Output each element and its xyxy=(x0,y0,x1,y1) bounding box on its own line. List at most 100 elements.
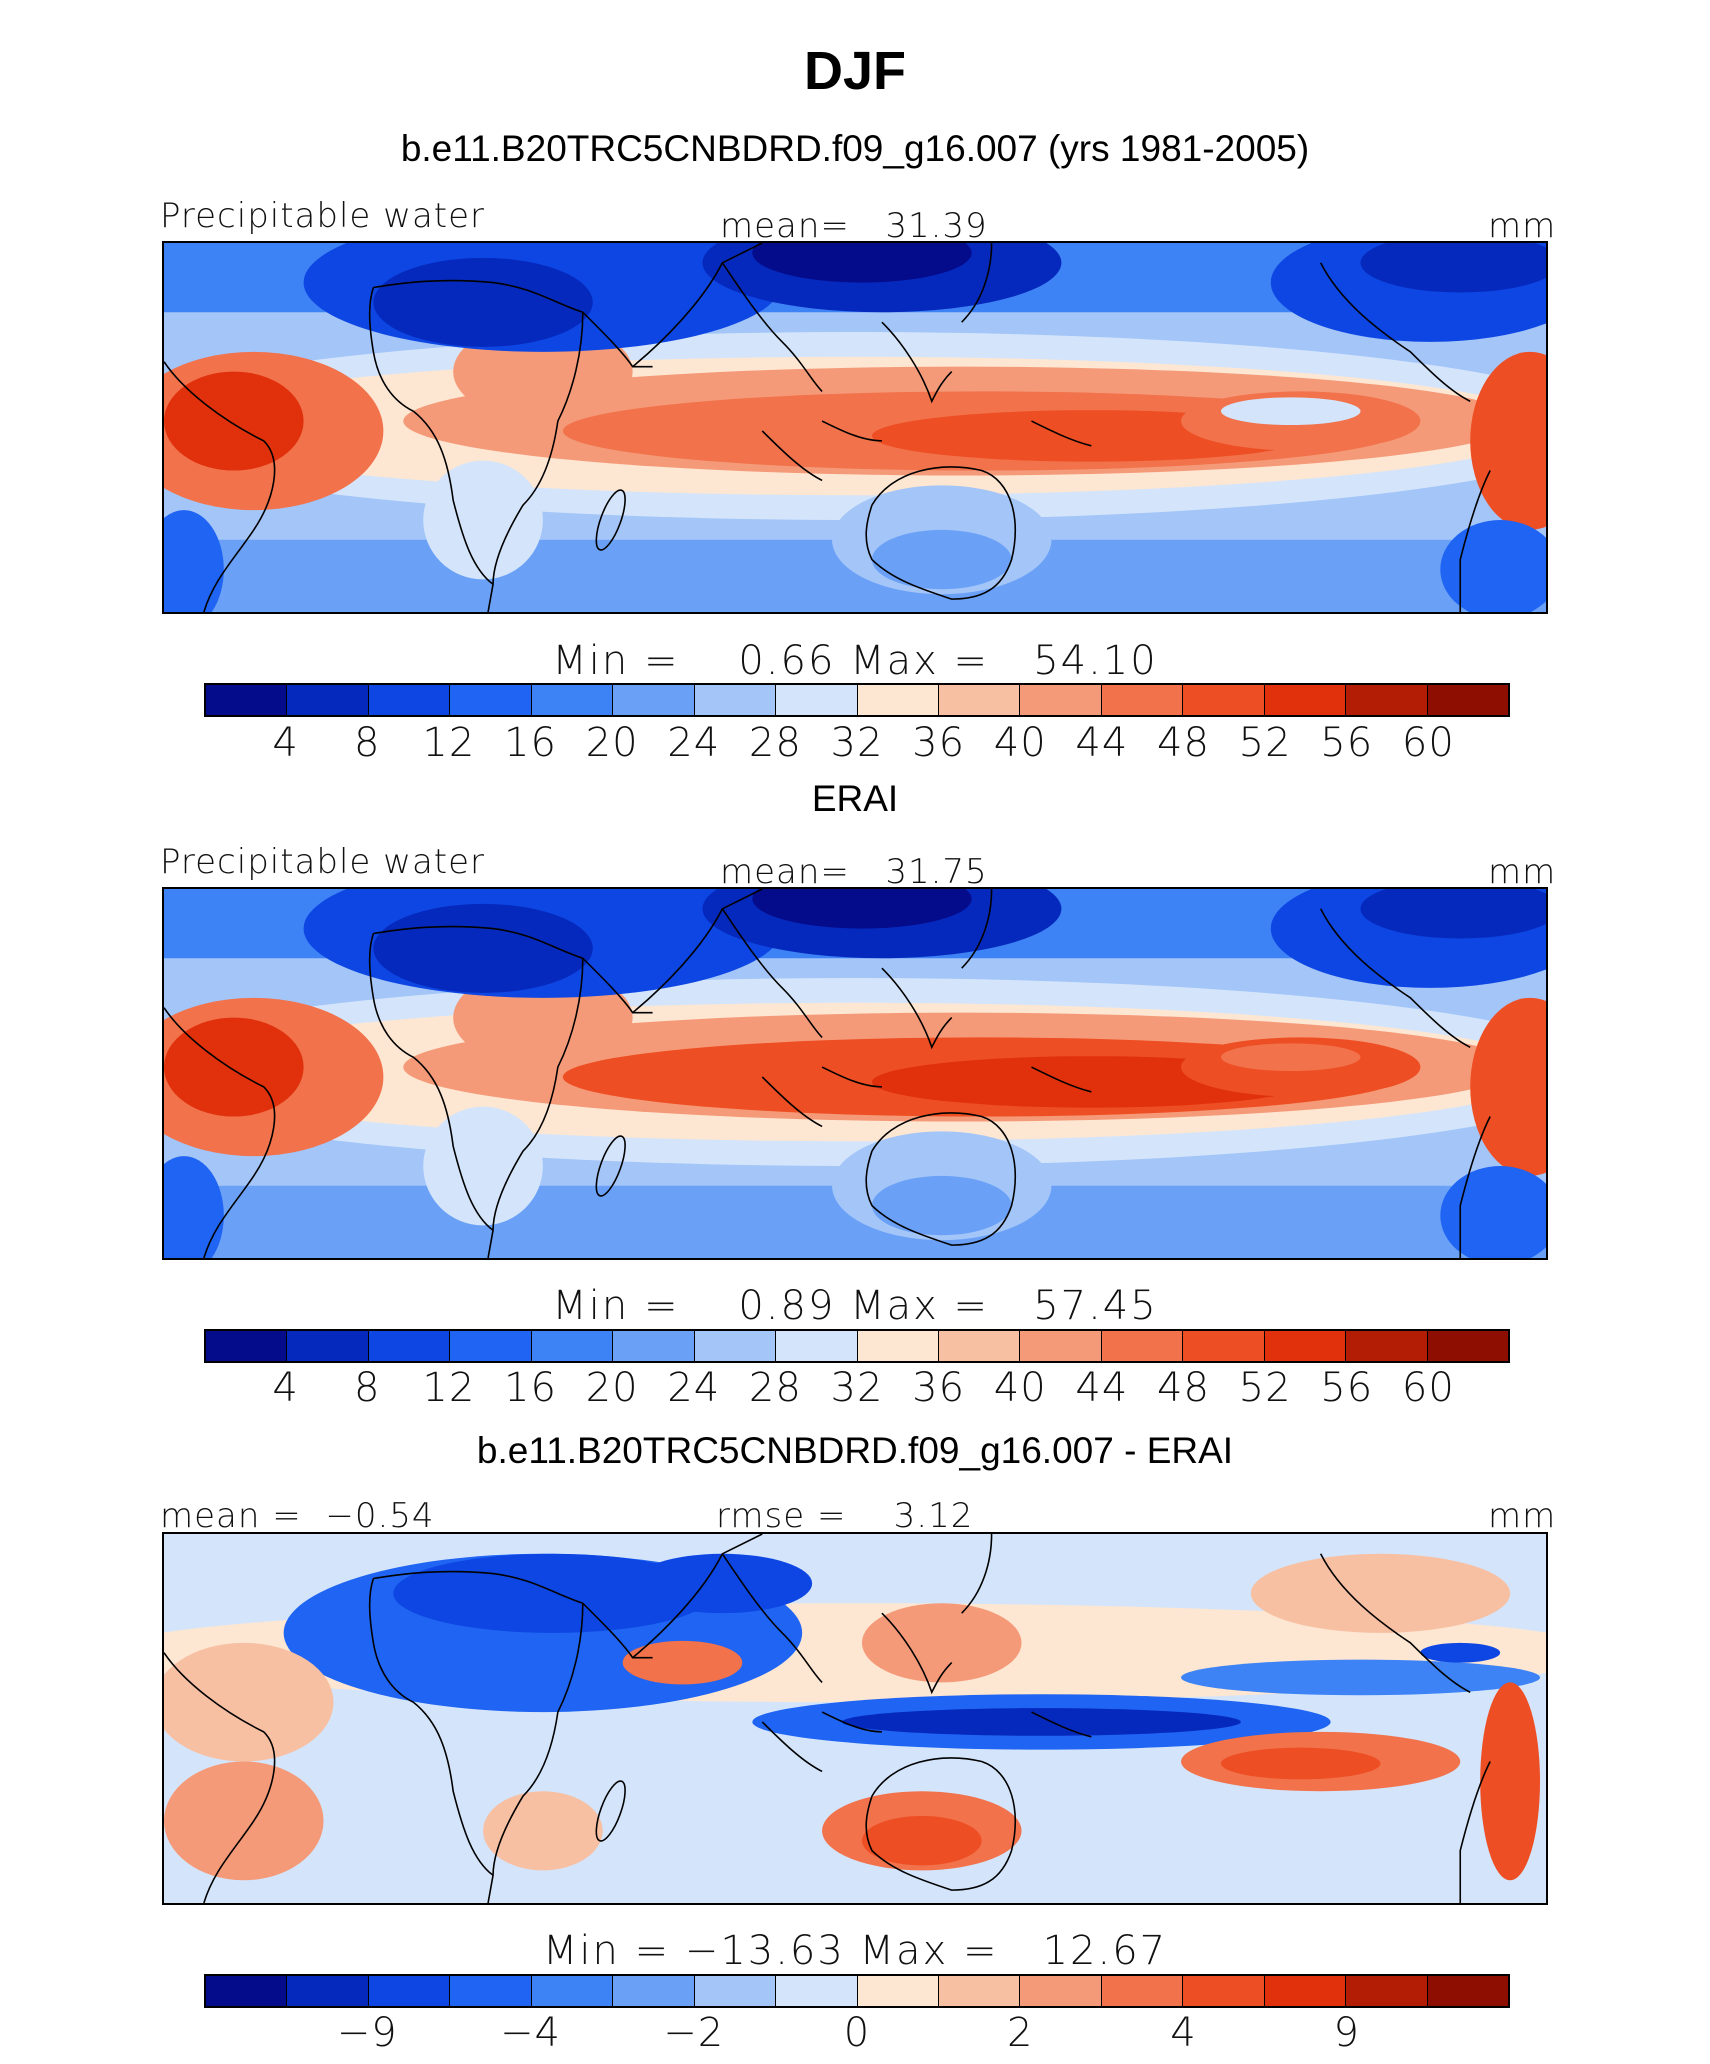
colorbar-swatch xyxy=(1101,685,1184,715)
colorbar-swatch xyxy=(776,1976,858,2006)
contour-region xyxy=(1440,1166,1546,1258)
coastline xyxy=(721,908,823,1038)
contour-region xyxy=(752,243,972,283)
panel-1-colorbar-ticks: 4 8 12 16 20 24 28 32 36 40 44 48 52 56 60 xyxy=(204,720,1510,770)
coastline xyxy=(761,1721,823,1773)
contour-region xyxy=(871,529,1012,590)
colorbar-tick-label: 4 xyxy=(272,720,299,766)
colorbar-swatch xyxy=(694,1331,777,1361)
contour-region xyxy=(483,1791,603,1871)
coastline xyxy=(821,1711,882,1733)
panel-2-min-max: Min = 0.89 Max = 57.45 xyxy=(552,1283,1158,1329)
colorbar-swatch xyxy=(776,1331,858,1361)
colorbar-tick-label: 60 xyxy=(1401,720,1455,766)
coastline xyxy=(595,1135,626,1197)
colorbar-tick-label: 2 xyxy=(1007,2010,1034,2056)
contour-region xyxy=(373,257,593,347)
colorbar-tick-label: −9 xyxy=(336,2010,398,2056)
coastline xyxy=(865,466,1017,600)
colorbar-swatch xyxy=(531,685,614,715)
colorbar-tick-label: 8 xyxy=(354,1365,381,1411)
colorbar-swatch xyxy=(531,1331,614,1361)
panel-1-map xyxy=(162,241,1548,614)
coastline xyxy=(632,243,763,368)
colorbar-swatch xyxy=(206,685,288,715)
coastline xyxy=(164,1652,276,1903)
coastline xyxy=(1031,420,1092,447)
colorbar-tick-label: 24 xyxy=(667,1365,721,1411)
panel-3-colorbar xyxy=(204,1974,1510,2008)
colorbar-swatch xyxy=(368,1331,451,1361)
colorbar-tick-label: 48 xyxy=(1157,720,1210,766)
colorbar-tick-label: 12 xyxy=(422,1365,476,1411)
colorbar-swatch xyxy=(1020,1976,1102,2006)
colorbar-tick-label: 9 xyxy=(1333,2010,1360,2056)
contour-region xyxy=(164,1761,324,1881)
contour-region xyxy=(164,510,224,612)
colorbar-swatch xyxy=(857,685,939,715)
coastline xyxy=(881,1612,953,1695)
contour-region xyxy=(622,1640,743,1685)
colorbar-swatch xyxy=(1020,685,1102,715)
coastline xyxy=(721,262,823,392)
colorbar-swatch xyxy=(938,685,1021,715)
colorbar-swatch xyxy=(368,1976,451,2006)
colorbar-swatch xyxy=(1427,685,1508,715)
coastline xyxy=(373,1570,584,1903)
coastline xyxy=(595,1780,626,1842)
contour-region xyxy=(861,1603,1022,1683)
contour-region xyxy=(1220,1043,1361,1072)
coastline xyxy=(1459,1761,1491,1903)
coastline xyxy=(373,279,584,612)
colorbar-swatch xyxy=(1346,685,1428,715)
coastline xyxy=(1319,262,1471,402)
coastline xyxy=(1031,1711,1092,1738)
contour-region xyxy=(1220,1747,1381,1780)
colorbar-tick-label: 28 xyxy=(748,720,802,766)
colorbar-swatch xyxy=(938,1976,1021,2006)
panel-2-units-label: mm xyxy=(1488,852,1557,892)
contour-region xyxy=(1440,520,1546,612)
coastline xyxy=(881,321,953,404)
colorbar-swatch xyxy=(1427,1976,1508,2006)
colorbar-swatch xyxy=(613,1331,695,1361)
contour-region xyxy=(1470,997,1546,1176)
colorbar-swatch xyxy=(1020,1331,1102,1361)
colorbar-swatch xyxy=(206,1976,288,2006)
contour-field xyxy=(164,243,1546,612)
panel-1-units-label: mm xyxy=(1488,206,1557,246)
panel-2-colorbar xyxy=(204,1329,1510,1363)
colorbar-tick-label: 44 xyxy=(1075,720,1129,766)
colorbar-swatch xyxy=(1264,1331,1347,1361)
panel-2-colorbar-ticks: 4 8 12 16 20 24 28 32 36 40 44 48 52 56 60 xyxy=(204,1365,1510,1415)
panel-2-title: ERAI xyxy=(811,778,899,819)
coastline xyxy=(368,287,494,585)
colorbar-swatch xyxy=(1427,1331,1508,1361)
colorbar-swatch xyxy=(857,1976,939,2006)
coastline xyxy=(761,430,823,482)
contour-region xyxy=(861,1815,982,1866)
panel-2-variable-label: Precipitable water xyxy=(160,842,486,882)
panel-3-units-label: mm xyxy=(1488,1496,1557,1536)
colorbar-tick-label: 40 xyxy=(993,1365,1047,1411)
colorbar-tick-label: 60 xyxy=(1401,1365,1455,1411)
colorbar-tick-label: 56 xyxy=(1320,720,1374,766)
colorbar-tick-label: 56 xyxy=(1320,1365,1374,1411)
panel-1-variable-label: Precipitable water xyxy=(160,196,486,236)
colorbar-swatch xyxy=(1101,1331,1184,1361)
coastline xyxy=(761,1076,823,1128)
colorbar-tick-label: 52 xyxy=(1238,720,1292,766)
panel-3-title: b.e11.B20TRC5CNBDRD.f09_g16.007 - ERAI xyxy=(476,1430,1234,1471)
contour-region xyxy=(752,889,972,929)
contour-region xyxy=(1470,351,1546,530)
colorbar-tick-label: 28 xyxy=(748,1365,802,1411)
coastline xyxy=(368,1578,494,1876)
colorbar-swatch xyxy=(1346,1976,1428,2006)
coastline xyxy=(865,1112,1017,1246)
colorbar-swatch xyxy=(938,1331,1021,1361)
colorbar-swatch xyxy=(613,685,695,715)
colorbar-swatch xyxy=(287,1976,369,2006)
colorbar-swatch xyxy=(694,1976,777,2006)
colorbar-swatch xyxy=(613,1976,695,2006)
coastline xyxy=(1031,1066,1092,1093)
